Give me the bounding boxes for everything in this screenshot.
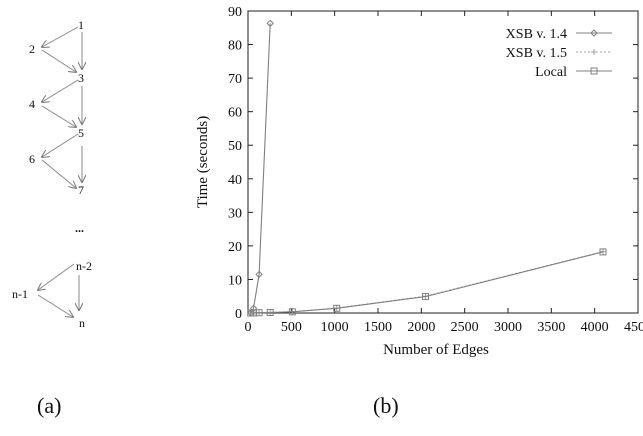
legend: XSB v. 1.4 XSB v. 1.5 Local <box>506 27 612 80</box>
legend-label: XSB v. 1.4 <box>506 27 567 42</box>
node-7: 7 <box>78 183 84 197</box>
edge-3-4 <box>42 80 78 102</box>
node-5: 5 <box>78 126 84 140</box>
node-ellipsis: ... <box>75 221 84 235</box>
y-tick-label: 70 <box>228 72 242 87</box>
series-2 <box>248 249 606 316</box>
series-line <box>251 252 603 313</box>
x-axis-label: Number of Edges <box>383 342 489 358</box>
series-line <box>251 23 270 313</box>
y-axis-label: Time (seconds) <box>195 116 211 208</box>
x-tick-label: 1000 <box>321 320 349 335</box>
x-tick-label: 1500 <box>364 320 392 335</box>
y-tick-label: 20 <box>228 240 242 255</box>
node-1: 1 <box>78 18 84 32</box>
node-n-1: n-1 <box>12 287 28 301</box>
y-tick-label: 40 <box>228 173 242 188</box>
plot-frame <box>248 11 638 313</box>
graph-edges <box>38 27 82 317</box>
graph-nodes: 1 2 3 4 5 6 7 ... n-2 n-1 n <box>12 18 92 330</box>
y-tick-label: 60 <box>228 106 242 121</box>
graph-diagram: 1 2 3 4 5 6 7 ... n-2 n-1 n <box>12 18 92 330</box>
node-3: 3 <box>78 71 84 85</box>
y-tick-label: 0 <box>235 307 242 322</box>
x-tick-label: 2000 <box>407 320 435 335</box>
node-6: 6 <box>29 152 35 166</box>
edge-n2-n1 <box>38 264 74 290</box>
legend-label: XSB v. 1.5 <box>506 46 567 61</box>
x-tick-label: 4000 <box>581 320 609 335</box>
x-tick-label: 3500 <box>537 320 565 335</box>
edge-1-2 <box>42 27 78 47</box>
edge-5-6 <box>42 134 78 157</box>
x-tick-label: 0 <box>245 320 252 335</box>
edge-6-7 <box>42 160 76 188</box>
edge-2-3 <box>42 50 76 72</box>
y-tick-label: 30 <box>228 206 242 221</box>
node-n: n <box>79 316 85 330</box>
caption-a: (a) <box>37 393 61 419</box>
x-tick-label: 500 <box>281 320 302 335</box>
y-tick-label: 10 <box>228 273 242 288</box>
y-tick-label: 50 <box>228 139 242 154</box>
y-tick-label: 80 <box>228 39 242 54</box>
x-tick-label: 2500 <box>451 320 479 335</box>
edge-4-5 <box>42 106 76 127</box>
caption-b: (b) <box>373 393 399 419</box>
node-2: 2 <box>29 42 35 56</box>
legend-label: Local <box>535 65 567 80</box>
y-tick-label: 90 <box>228 5 242 20</box>
legend-marker <box>591 49 597 55</box>
edge-n1-n <box>38 295 73 317</box>
node-n-2: n-2 <box>76 259 92 273</box>
node-4: 4 <box>29 97 35 111</box>
data-point <box>600 249 606 255</box>
series-1 <box>248 249 606 316</box>
series-line <box>251 252 603 313</box>
series-0 <box>248 20 273 316</box>
x-tick-label: 3000 <box>494 320 522 335</box>
